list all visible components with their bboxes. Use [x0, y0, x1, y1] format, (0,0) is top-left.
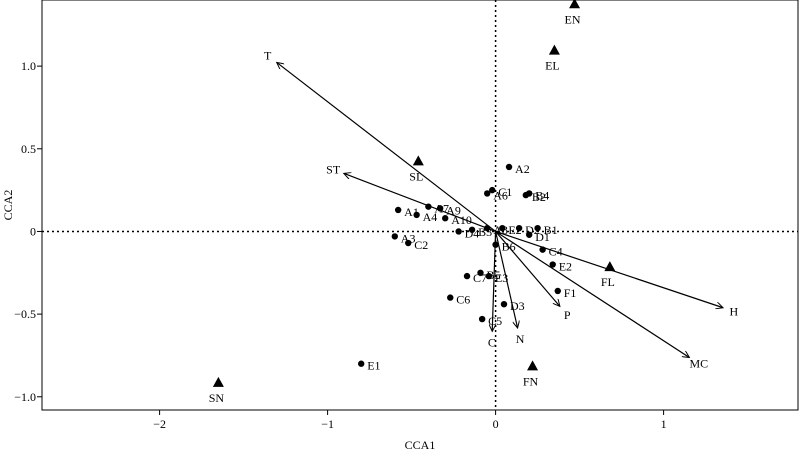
sample-point [468, 226, 476, 233]
sample-label: C1 [498, 185, 512, 199]
sample-point [477, 269, 484, 276]
sample-label: D3 [510, 299, 525, 313]
site-triangle [604, 261, 616, 272]
sample-label: E3 [495, 271, 508, 285]
site-label: SL [409, 169, 423, 183]
sample-point [522, 191, 530, 199]
x-axis-title: CCA1 [405, 438, 436, 452]
sample-label: A2 [515, 162, 530, 176]
x-tick-label: −1 [321, 417, 334, 431]
sample-point [447, 294, 454, 301]
site-triangle [527, 360, 539, 371]
sample-point [505, 163, 513, 171]
site-label: FL [601, 275, 615, 289]
vector-label: ST [326, 162, 341, 176]
x-tick-label: 0 [493, 417, 499, 431]
sample-label: C4 [549, 245, 563, 259]
sample-label: C2 [414, 238, 428, 252]
vector-label: P [564, 308, 571, 322]
sample-point [405, 239, 412, 247]
vector-arrow [492, 231, 497, 330]
y-tick-label: 0 [30, 224, 36, 238]
sample-label: B4 [535, 188, 549, 202]
sample-point [425, 203, 432, 210]
sample-point [484, 224, 491, 232]
sample-point [492, 241, 499, 248]
sample-point [436, 205, 444, 212]
sample-point [534, 224, 541, 232]
y-tick-label: 0.5 [21, 142, 36, 156]
sample-points: A2A6C1B4B2A1A4A7A9A10D4B3A8E2D2B1D1A3C2B… [358, 162, 576, 373]
vector-arrow [344, 174, 496, 233]
sample-point [515, 224, 523, 232]
sample-label: C5 [488, 314, 502, 328]
sample-point [485, 272, 493, 280]
y-tick-label: −1.0 [14, 390, 36, 404]
sample-label: A9 [446, 203, 461, 217]
vector-arrow [495, 230, 689, 357]
sample-point [554, 287, 561, 295]
sample-point [455, 228, 462, 235]
sample-label: C7 [473, 271, 487, 285]
vector-label: C [488, 336, 496, 350]
site-label: FN [523, 374, 539, 388]
sample-label: E1 [367, 359, 380, 373]
sample-point [500, 300, 508, 308]
vector-arrow [495, 231, 518, 327]
sample-label: C6 [456, 293, 470, 307]
sample-point [549, 261, 556, 268]
sample-label: A6 [493, 188, 508, 202]
x-tick-label: 1 [661, 417, 667, 431]
sample-label: E2 [559, 260, 572, 274]
sample-label: A4 [423, 210, 438, 224]
site-triangle [212, 376, 224, 387]
sample-label: D4 [465, 226, 480, 240]
sample-point [526, 231, 533, 238]
site-label: SN [209, 391, 225, 405]
sample-point [358, 360, 365, 367]
sample-label: B1 [544, 223, 558, 237]
vector-arrow [277, 63, 496, 232]
vector-label: T [264, 48, 272, 62]
sample-label: A3 [401, 231, 416, 245]
sample-point [442, 215, 449, 222]
sample-point [463, 272, 471, 280]
sample-label: B6 [502, 240, 516, 254]
vector-label: H [729, 304, 738, 318]
vector-arrow [495, 231, 560, 305]
site-markers: EN EL SL FL FN SN [209, 0, 616, 405]
sample-point [478, 315, 486, 323]
y-tick-label: −0.5 [14, 307, 36, 321]
y-tick-label: 1.0 [21, 59, 36, 73]
sample-point [413, 211, 420, 219]
y-axis-ticks: −1.0 −0.5 0 0.5 1.0 [14, 59, 42, 404]
vector-label: N [516, 332, 525, 346]
sample-label: D1 [535, 230, 550, 244]
vector-label: MC [690, 357, 709, 371]
y-axis-title: CCA2 [1, 190, 15, 221]
sample-point [484, 190, 491, 197]
sample-label: F1 [564, 286, 577, 300]
x-tick-label: −2 [153, 417, 166, 431]
sample-point [489, 186, 496, 194]
site-triangle [569, 0, 581, 9]
x-axis-ticks: −2 −1 0 1 [153, 410, 667, 431]
sample-label: B2 [532, 190, 546, 204]
plot-frame [41, 0, 799, 411]
site-label: EN [565, 12, 581, 26]
sample-point [394, 206, 402, 214]
site-label: EL [545, 59, 560, 73]
sample-point [391, 233, 398, 240]
sample-point [499, 224, 506, 232]
zero-reference-lines [42, 0, 798, 410]
sample-label: A10 [451, 213, 472, 227]
sample-point [539, 246, 546, 253]
site-triangle [412, 155, 424, 166]
site-triangle [548, 44, 560, 55]
